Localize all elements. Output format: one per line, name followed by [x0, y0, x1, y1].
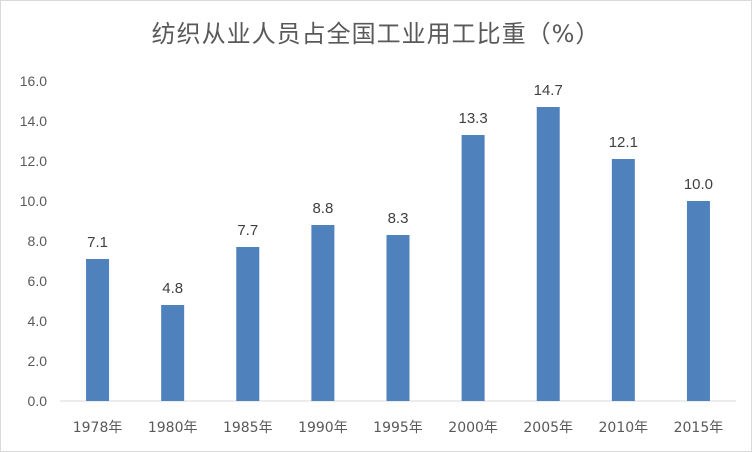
- bar: [386, 235, 410, 401]
- x-tick-label: 2010年: [599, 420, 649, 436]
- bar: [611, 159, 635, 401]
- x-tick-label: 1995年: [373, 420, 423, 436]
- bar: [536, 107, 560, 401]
- x-tick-label: 2005年: [523, 420, 573, 436]
- x-tick-label: 1990年: [298, 420, 348, 436]
- data-label: 14.7: [534, 82, 563, 99]
- bar: [161, 305, 185, 401]
- y-tick-label: 6.0: [28, 273, 48, 289]
- x-tick-label: 1978年: [73, 420, 123, 436]
- x-tick-label: 1980年: [148, 420, 198, 436]
- data-label: 13.3: [459, 110, 488, 127]
- data-label: 4.8: [162, 280, 183, 297]
- x-tick-label: 2000年: [448, 420, 498, 436]
- data-label: 12.1: [609, 134, 638, 151]
- y-tick-label: 8.0: [28, 233, 48, 249]
- data-label: 8.3: [388, 210, 409, 227]
- data-label: 7.1: [87, 234, 108, 251]
- y-tick-label: 0.0: [28, 393, 48, 409]
- bar: [86, 259, 110, 401]
- data-label: 8.8: [312, 200, 333, 217]
- bar: [461, 135, 485, 401]
- y-tick-label: 2.0: [28, 353, 48, 369]
- y-tick-label: 14.0: [20, 113, 47, 129]
- y-tick-label: 10.0: [20, 193, 47, 209]
- data-label: 10.0: [684, 176, 713, 193]
- chart-title: 纺织从业人员占全国工业用工比重（%）: [151, 20, 601, 48]
- data-label: 7.7: [237, 222, 258, 239]
- y-tick-label: 12.0: [20, 153, 47, 169]
- bar: [311, 225, 335, 401]
- bar: [686, 201, 710, 401]
- x-tick-label: 2015年: [674, 420, 724, 436]
- bar: [236, 247, 260, 401]
- y-tick-label: 4.0: [28, 313, 48, 329]
- y-tick-label: 16.0: [20, 73, 47, 89]
- x-tick-label: 1985年: [223, 420, 273, 436]
